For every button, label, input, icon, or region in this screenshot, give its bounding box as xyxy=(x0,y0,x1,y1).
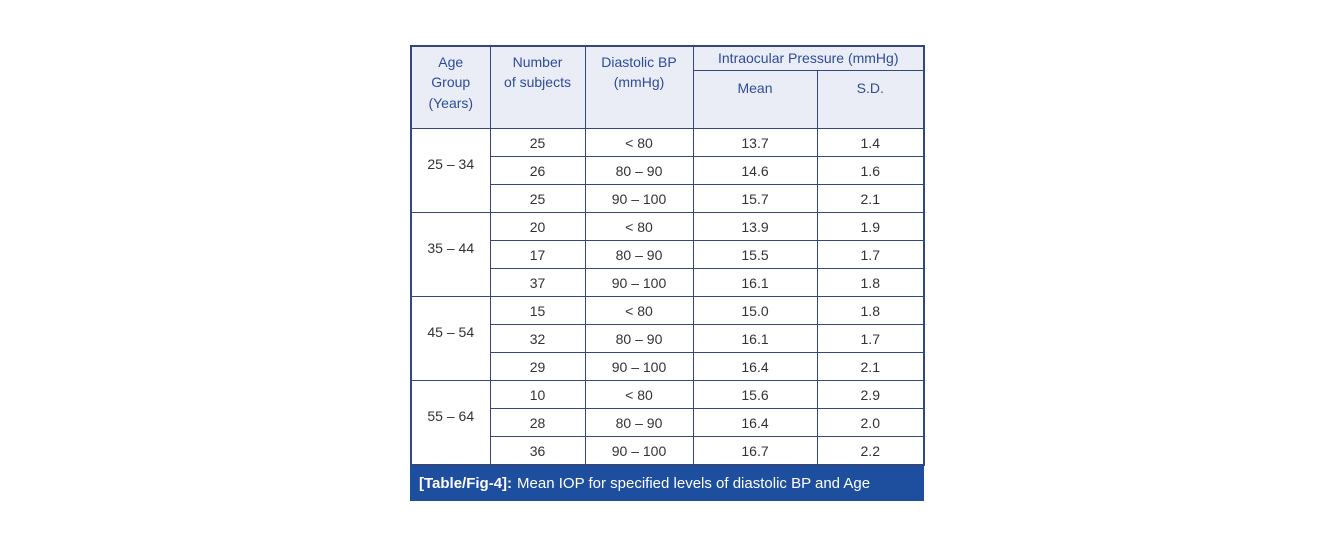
dbp-cell: 90 – 100 xyxy=(584,268,694,297)
table-row: 37 90 – 100 16.1 1.8 xyxy=(411,268,925,297)
age-group-cell: 45 – 54 xyxy=(410,296,491,381)
column-header-iop: Intraocular Pressure (mmHg) xyxy=(692,45,925,71)
dbp-cell: 80 – 90 xyxy=(584,240,694,269)
mean-cell: 13.9 xyxy=(692,212,818,241)
column-header-subjects: Number of subjects xyxy=(489,45,586,129)
subjects-cell: 20 xyxy=(489,212,586,241)
table-row: 25 – 34 25 < 80 13.7 1.4 xyxy=(410,128,925,213)
mean-cell: 14.6 xyxy=(692,156,818,185)
table-body: 25 – 34 25 < 80 13.7 1.4 26 80 – 90 14.6… xyxy=(410,128,925,466)
caption-text: Mean IOP for specified levels of diastol… xyxy=(517,475,871,492)
table-row: 32 80 – 90 16.1 1.7 xyxy=(411,324,925,353)
header-line: Number xyxy=(512,54,563,70)
sd-cell: 1.8 xyxy=(816,296,925,325)
subjects-cell: 29 xyxy=(489,352,586,381)
mean-cell: 15.0 xyxy=(692,296,818,325)
dbp-cell: < 80 xyxy=(584,380,694,409)
table-row: 28 80 – 90 16.4 2.0 xyxy=(411,408,925,437)
table-row: 17 80 – 90 15.5 1.7 xyxy=(411,240,925,269)
mean-cell: 16.7 xyxy=(692,436,818,466)
column-header-mean: Mean xyxy=(692,70,818,129)
sd-cell: 1.8 xyxy=(816,268,925,297)
sd-cell: 2.0 xyxy=(816,408,925,437)
sd-cell: 2.2 xyxy=(816,436,925,466)
header-line: Diastolic BP xyxy=(601,54,677,70)
mean-cell: 15.7 xyxy=(692,184,818,213)
subjects-cell: 17 xyxy=(489,240,586,269)
dbp-cell: 80 – 90 xyxy=(584,156,694,185)
age-group-cell: 25 – 34 xyxy=(410,128,491,213)
age-group-cell: 55 – 64 xyxy=(410,380,491,466)
subjects-cell: 25 xyxy=(489,184,586,213)
dbp-cell: 90 – 100 xyxy=(584,436,694,466)
sd-cell: 1.4 xyxy=(816,128,925,157)
mean-cell: 16.1 xyxy=(692,324,818,353)
sd-cell: 2.1 xyxy=(816,184,925,213)
dbp-cell: 80 – 90 xyxy=(584,324,694,353)
mean-cell: 15.6 xyxy=(692,380,818,409)
subjects-cell: 15 xyxy=(489,296,586,325)
table-row: 45 – 54 15 < 80 15.0 1.8 xyxy=(410,296,925,381)
subjects-cell: 32 xyxy=(489,324,586,353)
table-row: 26 80 – 90 14.6 1.6 xyxy=(411,156,925,185)
subjects-cell: 28 xyxy=(489,408,586,437)
sd-cell: 2.9 xyxy=(816,380,925,409)
dbp-cell: < 80 xyxy=(584,212,694,241)
mean-cell: 16.4 xyxy=(692,408,818,437)
subjects-cell: 10 xyxy=(489,380,586,409)
caption-label: [Table/Fig-4]: xyxy=(419,475,513,492)
header-line: Group xyxy=(431,74,471,91)
dbp-cell: 90 – 100 xyxy=(584,184,694,213)
column-header-sd: S.D. xyxy=(816,70,925,129)
table-row: 55 – 64 10 < 80 15.6 2.9 xyxy=(410,380,925,466)
subjects-cell: 37 xyxy=(489,268,586,297)
sd-cell: 1.6 xyxy=(816,156,925,185)
table-row: 36 90 – 100 16.7 2.2 xyxy=(411,436,925,466)
dbp-cell: < 80 xyxy=(584,128,694,157)
table-caption: [Table/Fig-4]: Mean IOP for specified le… xyxy=(410,466,924,501)
column-header-age-group: Age Group (Years) xyxy=(410,45,491,129)
header-line: (Years) xyxy=(428,94,474,111)
subjects-cell: 36 xyxy=(489,436,586,466)
sd-cell: 1.9 xyxy=(816,212,925,241)
dbp-cell: < 80 xyxy=(584,296,694,325)
column-header-diastolic-bp: Diastolic BP (mmHg) xyxy=(584,45,694,129)
dbp-cell: 80 – 90 xyxy=(584,408,694,437)
age-group-cell: 35 – 44 xyxy=(410,212,491,297)
mean-cell: 16.4 xyxy=(692,352,818,381)
header-line: Age xyxy=(438,54,464,70)
table-row: 35 – 44 20 < 80 13.9 1.9 xyxy=(410,212,925,297)
sd-cell: 1.7 xyxy=(816,240,925,269)
sd-cell: 2.1 xyxy=(816,352,925,381)
table-header: Age Group (Years) Number of subjects Dia… xyxy=(410,45,925,129)
dbp-cell: 90 – 100 xyxy=(584,352,694,381)
header-line: (mmHg) xyxy=(613,74,665,91)
table-figure: Age Group (Years) Number of subjects Dia… xyxy=(410,45,925,501)
header-line: of subjects xyxy=(504,74,571,91)
table-row: 29 90 – 100 16.4 2.1 xyxy=(411,352,925,381)
iop-data-table: Age Group (Years) Number of subjects Dia… xyxy=(410,45,925,466)
sd-cell: 1.7 xyxy=(816,324,925,353)
mean-cell: 13.7 xyxy=(692,128,818,157)
table-row: 25 90 – 100 15.7 2.1 xyxy=(411,184,925,213)
subjects-cell: 26 xyxy=(489,156,586,185)
subjects-cell: 25 xyxy=(489,128,586,157)
mean-cell: 16.1 xyxy=(692,268,818,297)
mean-cell: 15.5 xyxy=(692,240,818,269)
